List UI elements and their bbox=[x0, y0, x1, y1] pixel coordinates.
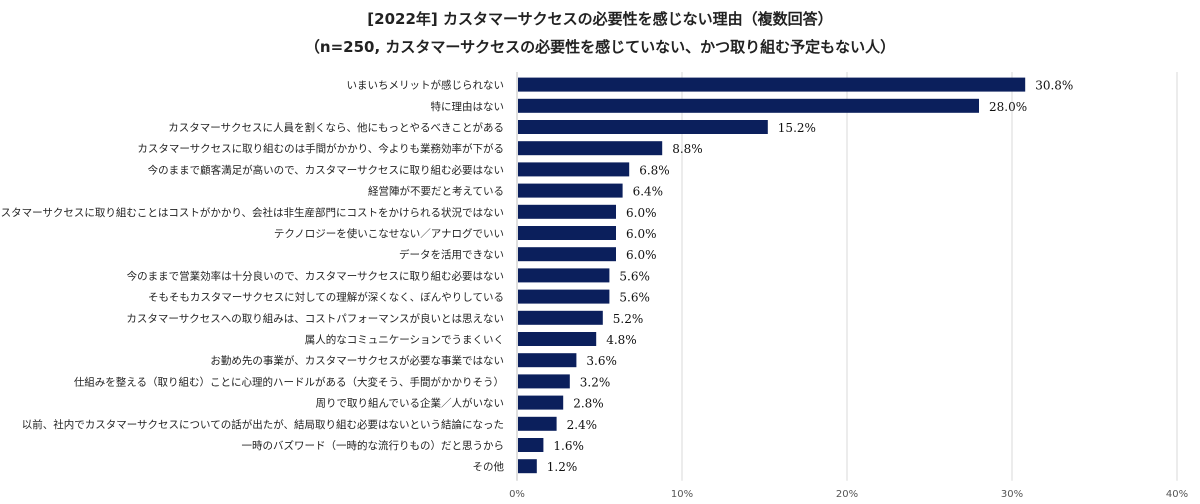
x-tick-label: 0% bbox=[509, 489, 525, 500]
category-label: 周りで取り組んでいる企業／人がいない bbox=[316, 397, 504, 410]
bar bbox=[518, 120, 768, 134]
category-label: カスタマーサクセスに人員を割くなら、他にもっとやるべきことがある bbox=[168, 121, 504, 134]
category-label: データを活用できない bbox=[399, 248, 504, 261]
category-label: 特に理由はない bbox=[431, 100, 505, 113]
value-label: 3.2% bbox=[580, 375, 611, 389]
bar bbox=[518, 289, 610, 304]
bar bbox=[518, 98, 979, 113]
bar bbox=[518, 353, 577, 368]
bar bbox=[518, 247, 616, 262]
category-label: 今のままで顧客満足が高いので、カスタマーサクセスに取り組む必要はない bbox=[148, 163, 504, 176]
category-label: カスタマーサクセスへの取り組みは、コストパフォーマンスが良いとは思えない bbox=[126, 312, 504, 325]
value-label: 3.6% bbox=[586, 354, 617, 368]
chart-subtitle: （n=250, カスタマーサクセスの必要性を感じていない、かつ取り組む予定もない… bbox=[304, 38, 896, 56]
bar bbox=[518, 395, 564, 410]
bar bbox=[518, 332, 597, 346]
bar bbox=[518, 438, 544, 452]
bar bbox=[518, 183, 623, 198]
value-label: 8.8% bbox=[672, 142, 703, 156]
category-label: 今のままで営業効率は十分良いので、カスタマーサクセスに取り組む必要はない bbox=[127, 269, 504, 282]
value-label: 4.8% bbox=[606, 333, 637, 347]
category-label: 経営陣が不要だと考えている bbox=[368, 185, 504, 198]
category-label: 一時のバズワード（一時的な流行りもの）だと思うから bbox=[242, 439, 505, 452]
bar bbox=[518, 416, 557, 431]
bar bbox=[518, 141, 663, 156]
category-label: 以前、社内でカスタマーサクセスについての話が出たが、結局取り組む必要はないという… bbox=[22, 418, 504, 431]
category-label: お勤め先の事業が、カスタマーサクセスが必要な事業ではない bbox=[210, 354, 504, 367]
bar bbox=[518, 77, 1026, 92]
value-label: 6.0% bbox=[626, 206, 657, 220]
x-tick-label: 10% bbox=[671, 489, 693, 500]
x-tick-label: 30% bbox=[1001, 489, 1023, 500]
value-label: 28.0% bbox=[989, 100, 1027, 114]
value-label: 30.8% bbox=[1035, 79, 1073, 93]
bar bbox=[518, 204, 616, 219]
value-label: 5.2% bbox=[613, 312, 644, 326]
value-label: 1.2% bbox=[547, 460, 578, 474]
value-label: 6.0% bbox=[626, 248, 657, 262]
category-label: いまいちメリットが感じられない bbox=[347, 79, 505, 92]
bar bbox=[518, 162, 630, 177]
bar bbox=[518, 268, 610, 283]
value-label: 5.6% bbox=[619, 291, 650, 305]
category-label: 属人的なコミュニケーションでうまくいく bbox=[305, 333, 504, 346]
value-label: 1.6% bbox=[553, 439, 584, 453]
category-label: そもそもカスタマーサクセスに対しての理解が深くなく、ぼんやりしている bbox=[148, 291, 504, 304]
category-label: カスタマーサクセスに取り組むのは手間がかかり、今よりも業務効率が下がる bbox=[137, 142, 504, 155]
value-label: 6.4% bbox=[633, 185, 664, 199]
chart-title: [2022年] カスタマーサクセスの必要性を感じない理由（複数回答） bbox=[367, 10, 833, 28]
category-label: カスタマーサクセスに取り組むことはコストがかかり、会社は非生産部門にコストをかけ… bbox=[0, 206, 504, 219]
value-label: 6.0% bbox=[626, 227, 657, 241]
value-label: 2.4% bbox=[567, 418, 598, 432]
bar bbox=[518, 226, 616, 240]
bar bbox=[518, 310, 603, 325]
bar bbox=[518, 374, 570, 389]
category-label: 仕組みを整える（取り組む）ことに心理的ハードルがある（大変そう、手間がかかりそう… bbox=[74, 375, 504, 388]
bar bbox=[518, 459, 537, 474]
category-label: その他 bbox=[473, 460, 505, 473]
x-tick-label: 40% bbox=[1166, 489, 1188, 500]
value-label: 15.2% bbox=[778, 121, 816, 135]
value-label: 6.8% bbox=[639, 163, 670, 177]
value-label: 5.6% bbox=[619, 269, 650, 283]
x-tick-label: 20% bbox=[836, 489, 858, 500]
value-label: 2.8% bbox=[573, 397, 604, 411]
category-label: テクノロジーを使いこなせない／アナログでいい bbox=[274, 227, 504, 240]
